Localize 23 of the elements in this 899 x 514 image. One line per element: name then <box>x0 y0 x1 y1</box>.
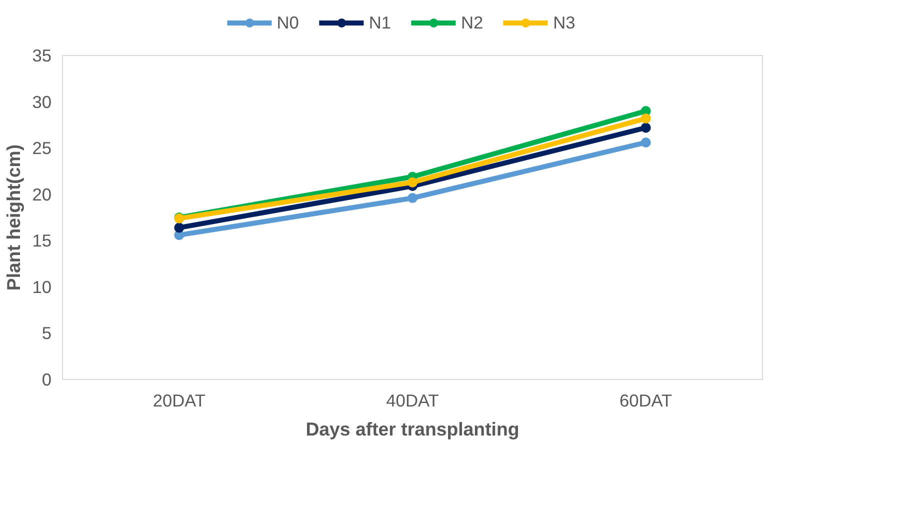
y-tick-label: 0 <box>42 370 52 390</box>
x-axis-title: Days after transplanting <box>306 418 520 440</box>
point <box>640 138 651 148</box>
x-tick-label: 60DAT <box>620 390 673 410</box>
x-tick-label: 20DAT <box>152 390 206 410</box>
point <box>174 222 184 233</box>
y-axis-title: Plant height(cm) <box>3 144 24 291</box>
y-tick-label: 15 <box>32 230 52 251</box>
legend-label: N2 <box>461 12 484 33</box>
y-tick-label: 5 <box>42 323 52 344</box>
point <box>408 193 418 204</box>
y-tick-label: 35 <box>32 46 52 66</box>
legend-label: N3 <box>553 12 576 33</box>
legend-label: N0 <box>276 12 299 33</box>
x-tick-label: 40DAT <box>386 390 440 410</box>
point <box>640 122 651 133</box>
point <box>408 177 418 188</box>
y-tick-label: 30 <box>32 92 52 112</box>
legend-label: N1 <box>368 12 391 33</box>
y-tick-label: 25 <box>32 138 52 158</box>
y-tick-label: 20 <box>32 184 52 204</box>
y-tick-label: 10 <box>32 276 52 297</box>
point <box>640 113 651 124</box>
